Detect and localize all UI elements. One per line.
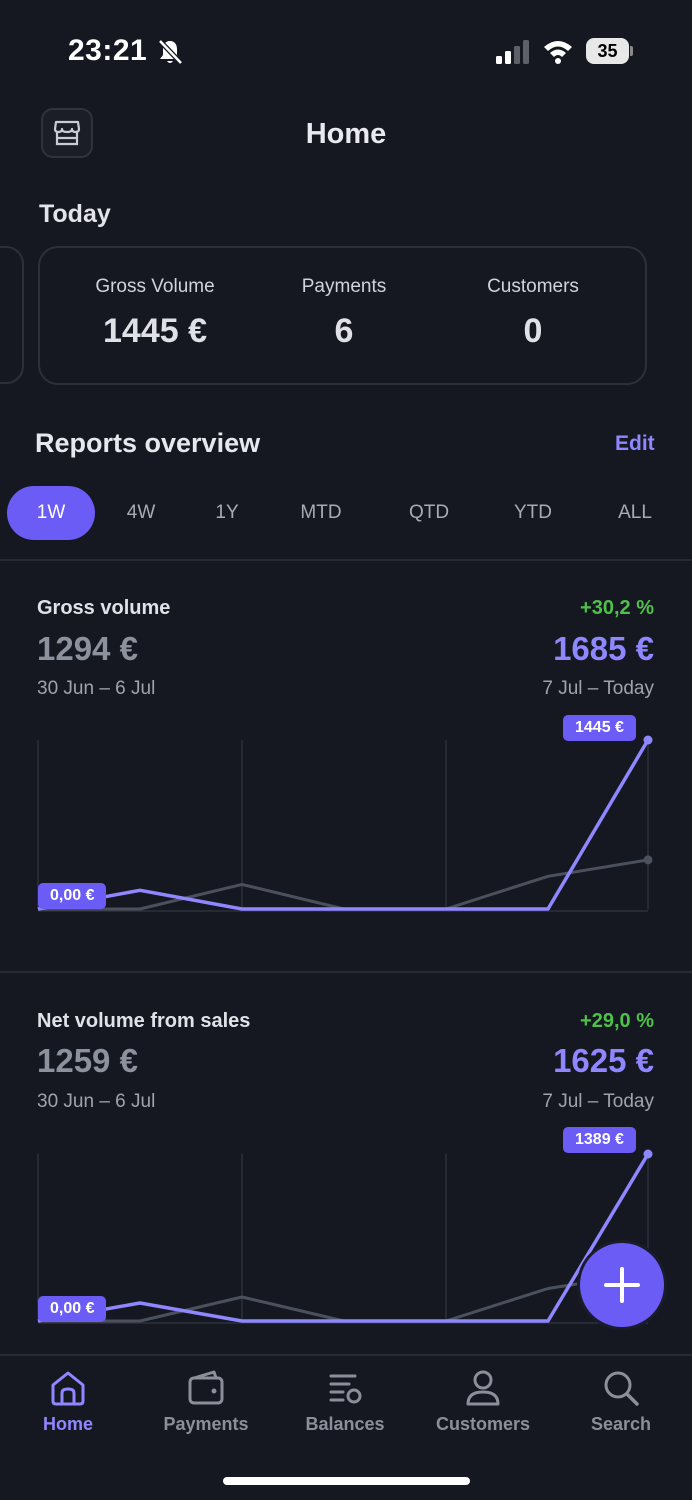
chart-start-tag: 0,00 €	[38, 1296, 107, 1322]
metric-previous-value: 1259 €	[37, 1042, 138, 1079]
period-tabs: 1W 4W 1Y MTD QTD YTD ALL	[0, 486, 692, 540]
bell-slash-icon	[158, 39, 183, 65]
home-icon	[51, 1371, 85, 1406]
plus-icon	[604, 1267, 640, 1303]
person-icon	[466, 1370, 500, 1406]
edit-reports-button[interactable]: Edit	[615, 432, 655, 455]
tab-label: Payments	[163, 1414, 249, 1434]
tab-label: Home	[42, 1414, 93, 1434]
metric-title: Gross volume	[37, 597, 171, 619]
series-line-previous	[38, 858, 649, 911]
previous-card-peek[interactable]	[0, 246, 24, 384]
tab-period-1w[interactable]: 1W	[7, 486, 95, 540]
stat-value: 0	[523, 312, 543, 350]
status-bar: 23:21 35	[0, 0, 692, 100]
header: Home	[0, 100, 692, 170]
today-heading: Today	[39, 200, 111, 228]
tab-label: Balances	[305, 1414, 385, 1434]
tab-period-qtd[interactable]: QTD	[408, 502, 450, 523]
metric-change: +29,0 %	[580, 1010, 654, 1032]
page-title: Home	[305, 118, 387, 150]
tab-period-ytd[interactable]: YTD	[514, 502, 552, 523]
stat-label: Payments	[301, 276, 387, 297]
metric-change: +30,2 %	[580, 597, 654, 619]
series-endpoint-current	[643, 1149, 653, 1159]
divider	[0, 559, 692, 561]
tab-balances[interactable]: Balances	[285, 1368, 405, 1435]
series-line-current	[37, 739, 650, 911]
chart-start-tag: 0,00 €	[38, 883, 107, 909]
tab-customers[interactable]: Customers	[423, 1368, 543, 1435]
metric-previous-range: 30 Jun – 6 Jul	[37, 678, 156, 699]
tab-search[interactable]: Search	[561, 1368, 681, 1435]
tab-label: Search	[590, 1414, 652, 1434]
reports-overview-title: Reports overview	[35, 428, 261, 458]
stat-customers: Customers 0	[433, 276, 633, 351]
series-line-previous	[38, 1271, 649, 1323]
today-summary-card[interactable]: Gross Volume 1445 € Payments 6 Customers…	[38, 246, 647, 385]
metric-current-value: 1685 €	[553, 630, 654, 667]
stat-value: 1445 €	[103, 312, 207, 350]
bottom-tab-bar: Home Payments Balances Customers Sea	[0, 1354, 692, 1500]
tab-home[interactable]: Home	[8, 1368, 128, 1435]
storefront-icon	[53, 120, 81, 146]
series-endpoint-current	[643, 735, 653, 745]
tab-label: Customers	[435, 1414, 531, 1434]
stat-payments: Payments 6	[244, 276, 444, 351]
tab-period-4w[interactable]: 4W	[126, 502, 156, 523]
tab-payments[interactable]: Payments	[146, 1368, 266, 1435]
search-icon	[604, 1371, 639, 1406]
chart-end-tag: 1389 €	[563, 1127, 636, 1153]
stat-gross-volume: Gross Volume 1445 €	[55, 276, 255, 351]
tab-period-mtd[interactable]: MTD	[300, 502, 342, 523]
stat-label: Gross Volume	[95, 276, 215, 297]
tab-period-1y[interactable]: 1Y	[215, 502, 239, 523]
wifi-icon	[544, 41, 572, 64]
metric-current-range: 7 Jul – Today	[542, 678, 654, 699]
series-endpoint-previous	[643, 855, 653, 865]
metric-current-range: 7 Jul – Today	[542, 1091, 654, 1112]
metric-current-value: 1625 €	[553, 1042, 654, 1079]
status-time: 23:21	[68, 34, 148, 67]
divider	[0, 971, 692, 973]
stat-value: 6	[334, 312, 354, 350]
tab-period-all[interactable]: ALL	[618, 502, 652, 523]
store-button[interactable]	[41, 108, 93, 158]
wallet-icon	[188, 1370, 224, 1405]
metric-previous-range: 30 Jun – 6 Jul	[37, 1091, 156, 1112]
add-button[interactable]	[580, 1243, 664, 1327]
series-line-current	[37, 1153, 650, 1323]
signal-icon	[496, 40, 529, 64]
metric-title: Net volume from sales	[37, 1010, 251, 1032]
battery-level: 35	[597, 41, 618, 61]
battery-indicator: 35	[586, 38, 633, 64]
stat-label: Customers	[487, 276, 579, 297]
home-indicator	[223, 1477, 470, 1485]
chart-end-tag: 1445 €	[563, 715, 636, 741]
balances-icon	[329, 1374, 362, 1404]
metric-previous-value: 1294 €	[37, 630, 138, 667]
